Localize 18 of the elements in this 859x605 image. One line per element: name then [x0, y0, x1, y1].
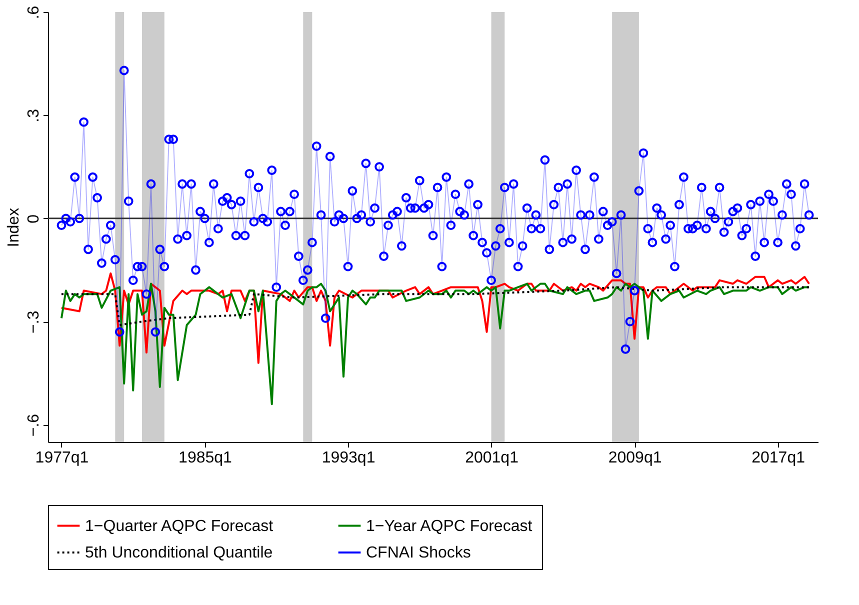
- y-tick-label: .6: [26, 6, 42, 20]
- y-tick-label: −.3: [26, 310, 42, 334]
- y-axis-title: Index: [6, 208, 22, 248]
- x-tick-label: 2001q1: [465, 450, 519, 466]
- x-tick-label: 1993q1: [322, 450, 376, 466]
- line-series: [60, 272, 810, 364]
- x-tick-label: 2009q1: [608, 450, 662, 466]
- legend-label: 1−Quarter AQPC Forecast: [85, 518, 274, 535]
- y-tick-label: −.6: [26, 414, 42, 437]
- x-tick-label: 1985q1: [178, 450, 232, 466]
- line-series: [60, 286, 810, 326]
- y-tick-label: 0: [26, 214, 42, 224]
- legend-label: 1−Year AQPC Forecast: [366, 518, 533, 535]
- x-tick-label: 2017q1: [752, 450, 806, 466]
- legend-label: 5th Unconditional Quantile: [85, 544, 273, 562]
- x-tick-label: 1977q1: [35, 450, 89, 466]
- legend-label: CFNAI Shocks: [366, 544, 471, 562]
- y-tick-label: .3: [26, 108, 42, 122]
